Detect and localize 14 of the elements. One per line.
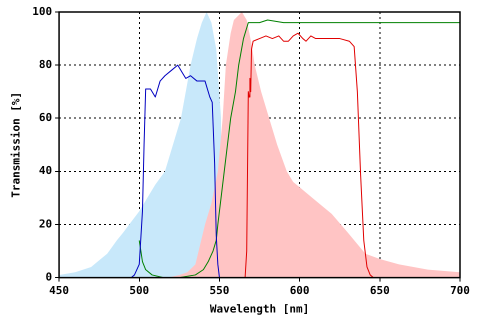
x-tick-label: 550 [210, 284, 230, 298]
y-tick-label: 0 [45, 270, 52, 284]
y-tick-label: 100 [32, 4, 52, 18]
y-tick-label: 40 [38, 164, 52, 178]
y-axis-title: Transmission [%] [9, 92, 22, 198]
x-axis-title: Wavelength [nm] [210, 302, 310, 316]
x-tick-label: 700 [450, 284, 470, 298]
x-tick-label: 450 [49, 284, 70, 298]
y-tick-label: 60 [38, 111, 52, 124]
x-tick-label: 650 [370, 284, 390, 298]
x-tick-label: 500 [129, 284, 150, 298]
y-tick-label: 80 [38, 58, 52, 71]
x-tick-label: 600 [290, 284, 310, 298]
y-tick-label: 20 [38, 217, 52, 230]
